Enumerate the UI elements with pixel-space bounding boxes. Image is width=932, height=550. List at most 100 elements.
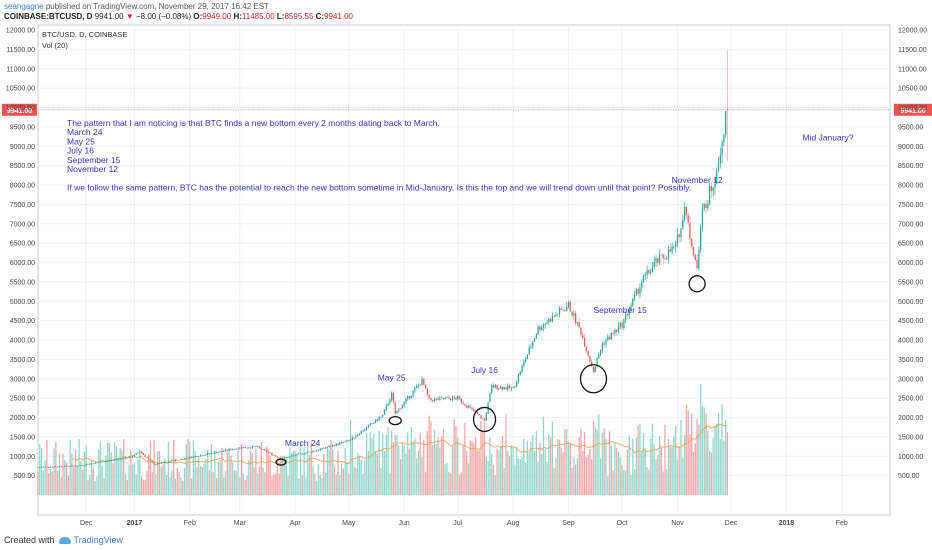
candle[interactable]	[262, 449, 264, 450]
candle[interactable]	[357, 433, 359, 437]
candle[interactable]	[691, 238, 693, 250]
candle[interactable]	[392, 390, 395, 405]
author-link[interactable]: seangagne	[4, 2, 44, 11]
candle[interactable]	[657, 257, 659, 268]
candle[interactable]	[485, 411, 487, 421]
candle[interactable]	[387, 403, 389, 407]
candle[interactable]	[198, 456, 200, 458]
candle[interactable]	[215, 451, 218, 454]
candle[interactable]	[374, 419, 377, 424]
candle[interactable]	[717, 156, 720, 172]
candle[interactable]	[501, 386, 504, 392]
candle[interactable]	[164, 461, 166, 463]
candle[interactable]	[619, 321, 621, 330]
annotation-text[interactable]: The pattern that I am noticing is that B…	[67, 118, 691, 192]
candle[interactable]	[623, 318, 625, 330]
candle[interactable]	[621, 320, 623, 331]
candle[interactable]	[460, 398, 462, 405]
candle[interactable]	[439, 395, 441, 401]
candle[interactable]	[412, 389, 414, 398]
candle[interactable]	[71, 464, 73, 467]
candle[interactable]	[401, 403, 404, 409]
candle[interactable]	[630, 302, 632, 311]
candle[interactable]	[176, 459, 178, 461]
candle[interactable]	[337, 443, 339, 446]
candle[interactable]	[348, 439, 350, 442]
candle[interactable]	[221, 450, 223, 452]
candle[interactable]	[601, 341, 604, 354]
candle[interactable]	[278, 457, 280, 459]
candle[interactable]	[585, 345, 587, 353]
candle[interactable]	[260, 447, 262, 450]
candle[interactable]	[178, 459, 180, 461]
candle[interactable]	[437, 396, 439, 401]
candle[interactable]	[276, 456, 278, 458]
candle[interactable]	[55, 466, 57, 468]
candle[interactable]	[190, 456, 193, 459]
candle[interactable]	[673, 245, 675, 250]
candle[interactable]	[214, 451, 216, 454]
candle[interactable]	[273, 454, 275, 456]
candle[interactable]	[514, 385, 516, 390]
candle[interactable]	[637, 287, 639, 297]
annotation-line[interactable]: If we follow the same pattern, BTC has t…	[67, 182, 691, 192]
candle[interactable]	[551, 312, 554, 323]
candle[interactable]	[407, 395, 409, 402]
candle[interactable]	[46, 466, 48, 468]
candle[interactable]	[607, 333, 609, 342]
candle[interactable]	[349, 438, 352, 442]
candle[interactable]	[73, 465, 75, 467]
candle[interactable]	[542, 322, 545, 332]
candle[interactable]	[194, 456, 196, 458]
candle[interactable]	[714, 178, 716, 196]
candle[interactable]	[421, 376, 423, 386]
candle[interactable]	[249, 446, 252, 449]
candle[interactable]	[128, 455, 130, 459]
candle[interactable]	[64, 465, 66, 468]
candle[interactable]	[269, 451, 271, 454]
candle[interactable]	[449, 398, 452, 402]
annotation-line[interactable]: November 12	[67, 164, 118, 174]
candle[interactable]	[96, 462, 98, 464]
candle[interactable]	[610, 332, 612, 340]
candle[interactable]	[69, 465, 71, 467]
candle[interactable]	[719, 147, 721, 169]
candle[interactable]	[99, 461, 102, 463]
candle[interactable]	[287, 456, 289, 458]
candle[interactable]	[573, 310, 575, 321]
candle[interactable]	[351, 436, 353, 441]
candle[interactable]	[658, 249, 661, 266]
candle[interactable]	[362, 429, 364, 432]
candle[interactable]	[639, 283, 641, 299]
label-mid-january[interactable]: Mid January?	[802, 132, 853, 142]
candle[interactable]	[230, 448, 232, 451]
candle[interactable]	[683, 202, 686, 223]
candle[interactable]	[115, 458, 118, 461]
candle[interactable]	[133, 454, 136, 458]
candle[interactable]	[578, 318, 580, 329]
candle[interactable]	[507, 383, 509, 392]
candle[interactable]	[383, 408, 386, 416]
candle[interactable]	[446, 396, 448, 399]
candle[interactable]	[324, 446, 327, 449]
candle[interactable]	[526, 354, 529, 360]
candle[interactable]	[726, 49, 729, 162]
candle[interactable]	[625, 311, 627, 324]
candle[interactable]	[124, 457, 127, 460]
candle[interactable]	[405, 397, 407, 404]
candle[interactable]	[167, 461, 170, 463]
candle[interactable]	[648, 269, 650, 276]
candle[interactable]	[67, 465, 69, 467]
candle[interactable]	[333, 444, 336, 447]
candle[interactable]	[533, 338, 536, 343]
candle[interactable]	[185, 457, 187, 460]
candle[interactable]	[455, 396, 457, 400]
candle[interactable]	[378, 415, 380, 421]
candle[interactable]	[376, 418, 378, 422]
candle[interactable]	[321, 447, 323, 450]
candle[interactable]	[239, 446, 241, 450]
candle[interactable]	[323, 447, 325, 450]
candle[interactable]	[701, 202, 704, 233]
candle[interactable]	[641, 279, 643, 293]
candle[interactable]	[205, 453, 207, 456]
